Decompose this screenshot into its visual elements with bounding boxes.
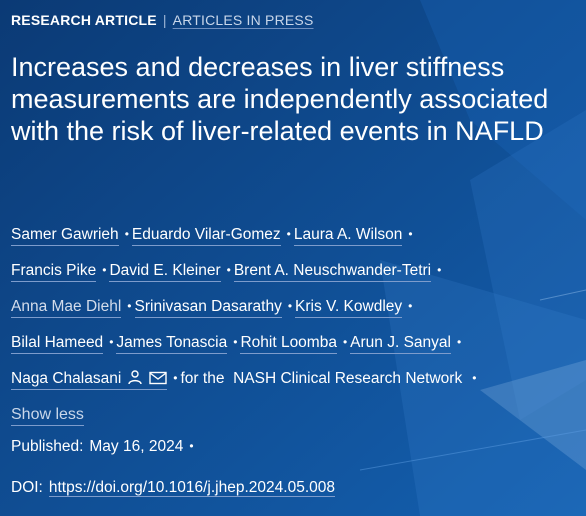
article-title: Increases and decreases in liver stiffne…	[11, 52, 549, 146]
envelope-icon	[149, 371, 167, 385]
author-link[interactable]: Brent A. Neuschwander-Tetri	[233, 260, 432, 282]
author-link[interactable]: Arun J. Sanyal	[350, 332, 451, 354]
author-link[interactable]: Eduardo Vilar-Gomez	[131, 224, 281, 246]
bullet: •	[342, 335, 348, 349]
research-network: NASH Clinical Research Network	[233, 370, 463, 387]
group-prefix: for the	[180, 370, 225, 387]
author-link[interactable]: Kris V. Kowdley	[295, 296, 403, 318]
articles-in-press-link[interactable]: ARTICLES IN PRESS	[172, 12, 314, 28]
separator: |	[162, 12, 167, 28]
person-icon	[128, 370, 142, 385]
bullet: •	[286, 227, 291, 241]
author-link[interactable]: Rohit Loomba	[240, 332, 337, 354]
author-link[interactable]: Samer Gawrieh	[11, 224, 119, 246]
bullet: •	[408, 227, 413, 241]
author-link[interactable]: Bilal Hameed	[11, 332, 104, 354]
author-link[interactable]: David E. Kleiner	[109, 260, 221, 282]
bullet: •	[173, 371, 178, 385]
published-label: Published:	[11, 438, 84, 455]
author-link[interactable]: Srinivasan Dasarathy	[134, 296, 282, 318]
bullet: •	[233, 335, 238, 349]
article-category: RESEARCH ARTICLE	[11, 12, 157, 28]
bullet: •	[109, 335, 114, 349]
bullet: •	[102, 263, 107, 277]
author-link[interactable]: Anna Mae Diehl	[11, 296, 122, 318]
author-row: Naga Chalasani • for the NASH Clinical Res…	[11, 366, 571, 402]
author-row: Anna Mae Diehl • Srinivasan Dasarathy • Kris…	[11, 294, 571, 330]
author-link[interactable]: James Tonascia	[116, 332, 228, 354]
author-row: Samer Gawrieh • Eduardo Vilar-Gomez • Laura …	[11, 222, 571, 258]
doi-link[interactable]: https://doi.org/10.1016/j.jhep.2024.05.0…	[48, 479, 335, 497]
bullet: •	[189, 439, 194, 453]
bullet: •	[408, 299, 413, 313]
bullet: •	[124, 227, 129, 241]
author-link[interactable]: Francis Pike	[11, 260, 97, 282]
doi-label: DOI:	[11, 479, 43, 496]
author-row: Francis Pike • David E. Kleiner • Brent A. N…	[11, 258, 571, 294]
doi-line: DOI: https://doi.org/10.1016/j.jhep.2024.…	[11, 479, 335, 497]
bullet: •	[437, 263, 442, 277]
author-name: Naga Chalasani	[11, 370, 122, 387]
author-list: Samer Gawrieh • Eduardo Vilar-Gomez • Laura …	[11, 222, 571, 402]
author-link[interactable]: Laura A. Wilson	[293, 224, 403, 246]
bullet: •	[287, 299, 293, 313]
bullet: •	[226, 263, 231, 277]
bullet: •	[456, 335, 462, 349]
published-date: May 16, 2024	[89, 438, 184, 455]
author-row: Bilal Hameed • James Tonascia • Rohit Loomba…	[11, 330, 571, 366]
published-line: Published: May 16, 2024 •	[11, 438, 197, 456]
show-less-button[interactable]: Show less	[11, 404, 84, 426]
article-type-line: RESEARCH ARTICLE | ARTICLES IN PRESS	[11, 12, 314, 28]
corresponding-author-link[interactable]: Naga Chalasani	[11, 368, 168, 390]
bullet: •	[472, 371, 477, 385]
bullet: •	[127, 299, 132, 313]
